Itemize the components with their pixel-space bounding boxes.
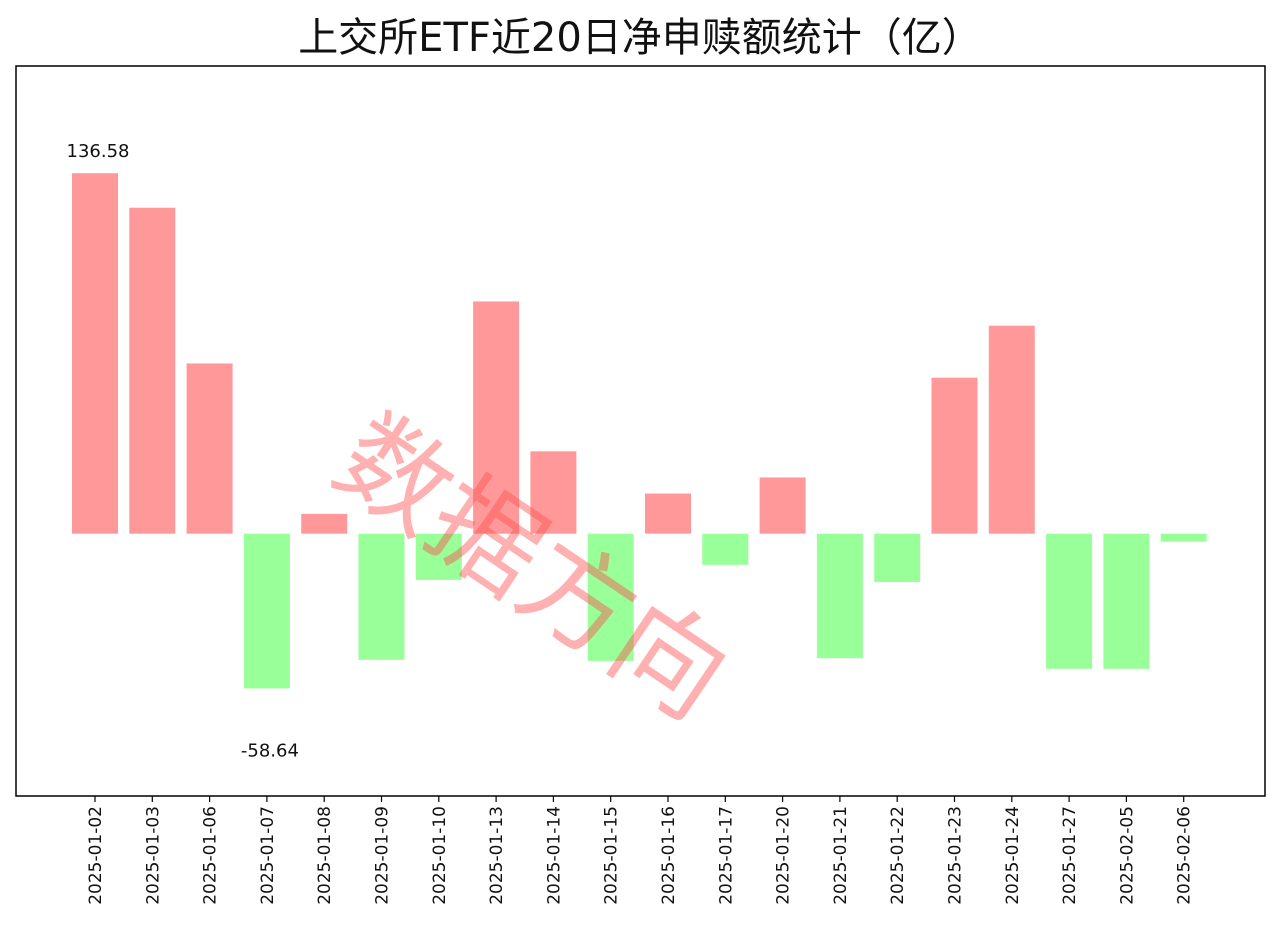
bar-2025-01-02 xyxy=(72,173,118,534)
x-tick-label: 2025-01-07 xyxy=(258,806,278,905)
x-tick-label: 2025-01-22 xyxy=(888,806,908,905)
bar-2025-01-20 xyxy=(759,477,806,534)
bar-2025-01-16 xyxy=(645,493,691,534)
x-tick-label: 2025-01-20 xyxy=(774,806,794,905)
bar-2025-01-07 xyxy=(243,533,290,689)
x-tick-label: 2025-01-23 xyxy=(946,806,966,905)
bar-2025-01-22 xyxy=(874,533,921,582)
bar-2025-01-27 xyxy=(1046,533,1093,669)
bar-2025-02-06 xyxy=(1160,533,1207,542)
bar-2025-01-06 xyxy=(186,363,233,534)
bar-2025-01-10 xyxy=(415,533,462,580)
x-tick-label: 2025-01-02 xyxy=(86,806,106,905)
bar-2025-01-23 xyxy=(931,377,978,534)
x-tick-label: 2025-01-10 xyxy=(430,806,450,905)
x-tick-label: 2025-01-27 xyxy=(1060,806,1080,905)
x-tick-label: 2025-02-06 xyxy=(1175,806,1195,905)
x-tick-label: 2025-01-15 xyxy=(602,806,622,905)
bar-2025-01-24 xyxy=(988,325,1035,534)
bar-2025-01-14 xyxy=(530,451,577,534)
bar-2025-02-05 xyxy=(1103,533,1150,669)
x-tick-label: 2025-01-17 xyxy=(716,806,736,905)
x-tick-label: 2025-01-09 xyxy=(373,806,393,905)
x-tick-label: 2025-01-03 xyxy=(143,806,163,905)
x-tick-label: 2025-02-05 xyxy=(1117,806,1137,905)
x-tick-label: 2025-01-24 xyxy=(1003,806,1023,905)
data-label: 136.58 xyxy=(67,141,130,162)
chart-title: 上交所ETF近20日净申赎额统计（亿） xyxy=(298,15,982,61)
bar-2025-01-09 xyxy=(358,533,405,660)
bar-2025-01-08 xyxy=(301,513,348,534)
bar-2025-01-15 xyxy=(587,533,634,661)
bar-2025-01-13 xyxy=(473,301,520,534)
bar-2025-01-03 xyxy=(129,207,176,534)
x-tick-label: 2025-01-14 xyxy=(544,806,564,905)
bar-2025-01-17 xyxy=(702,533,749,565)
x-tick-label: 2025-01-13 xyxy=(487,806,507,905)
data-label: -58.64 xyxy=(241,740,299,761)
x-tick-label: 2025-01-21 xyxy=(831,806,851,905)
x-tick-label: 2025-01-06 xyxy=(201,806,221,905)
x-tick-label: 2025-01-16 xyxy=(659,806,679,905)
bar-2025-01-21 xyxy=(816,533,863,659)
x-tick-label: 2025-01-08 xyxy=(315,806,335,905)
plot-frame xyxy=(15,65,1266,797)
